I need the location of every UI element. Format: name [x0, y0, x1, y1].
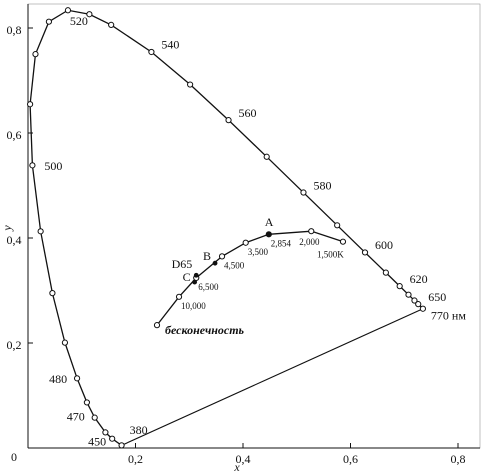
- point-label: 560: [239, 106, 257, 120]
- point-label: 10,000: [181, 301, 206, 311]
- point-label: 380: [130, 423, 148, 437]
- point-label: 2,854: [271, 238, 292, 248]
- point-label: 480: [49, 372, 67, 386]
- point: [32, 51, 39, 58]
- point-label: бесконечность: [165, 323, 245, 337]
- point: [242, 239, 249, 246]
- point: [187, 81, 194, 88]
- point: [153, 322, 161, 329]
- point: [415, 301, 422, 308]
- illuminant-label: D65: [172, 257, 193, 271]
- point-label: 450: [88, 434, 106, 448]
- point: [45, 18, 53, 25]
- point-label: 650: [428, 290, 446, 304]
- illuminant-label: B: [203, 249, 211, 263]
- point: [118, 442, 125, 449]
- series-line: [156, 230, 344, 326]
- illuminant-label: C: [183, 270, 191, 284]
- y-tick-label: 0,2: [7, 338, 22, 352]
- x-tick-label: 0,4: [236, 452, 251, 466]
- point: [396, 283, 403, 290]
- point: [37, 228, 44, 235]
- point: [64, 7, 72, 14]
- point: [91, 414, 98, 421]
- point-label: 540: [161, 38, 179, 52]
- point-label: 3,500: [248, 247, 269, 257]
- point: [225, 117, 232, 124]
- point-label: 600: [375, 238, 393, 252]
- point-label: 2,000: [299, 237, 320, 247]
- point: [339, 238, 347, 245]
- point-label: 470: [67, 409, 85, 423]
- point: [308, 228, 315, 235]
- point: [29, 162, 36, 169]
- y-tick-label: 0,8: [7, 23, 22, 37]
- point-label: 4,500: [224, 260, 245, 270]
- point: [86, 11, 93, 18]
- purple-line: [121, 308, 424, 446]
- point: [419, 305, 427, 312]
- point: [148, 48, 155, 56]
- frame: [27, 3, 481, 449]
- point-label: 6,500: [198, 282, 219, 292]
- point: [382, 269, 389, 276]
- x-tick-label: 0,2: [128, 452, 143, 466]
- y-axis-label: y: [0, 225, 14, 232]
- point: [405, 291, 412, 298]
- point: [102, 429, 109, 436]
- point: [411, 297, 418, 304]
- point: [300, 189, 307, 196]
- y-tick-label: 0,4: [7, 233, 22, 247]
- point: [83, 399, 91, 406]
- point-label: 580: [313, 178, 331, 192]
- point-label: 770 нм: [431, 308, 466, 322]
- point: [61, 339, 69, 346]
- x-tick-label: 0,6: [343, 452, 358, 466]
- point: [334, 222, 341, 229]
- point: [218, 253, 226, 260]
- point-label: 620: [410, 272, 428, 286]
- illuminant-point: [192, 279, 198, 285]
- point-label: 520: [70, 14, 88, 28]
- point: [361, 249, 369, 256]
- point: [49, 290, 56, 297]
- point: [108, 21, 115, 29]
- point: [175, 293, 183, 300]
- x-axis-label: x: [233, 460, 240, 474]
- point-label: 1,500K: [317, 250, 344, 260]
- point-label: 500: [44, 159, 62, 173]
- illuminant-label: A: [265, 215, 274, 229]
- y-tick-label: 0,6: [7, 128, 22, 142]
- series-line: [29, 9, 424, 446]
- point: [26, 101, 34, 108]
- x-tick-label: 0,8: [451, 452, 466, 466]
- illuminant-point: [193, 272, 199, 278]
- point: [73, 375, 81, 382]
- point: [263, 153, 270, 160]
- illuminant-point: [212, 260, 218, 266]
- point: [109, 435, 116, 442]
- illuminant-point: [266, 231, 272, 237]
- y-tick-label: 0: [11, 450, 17, 464]
